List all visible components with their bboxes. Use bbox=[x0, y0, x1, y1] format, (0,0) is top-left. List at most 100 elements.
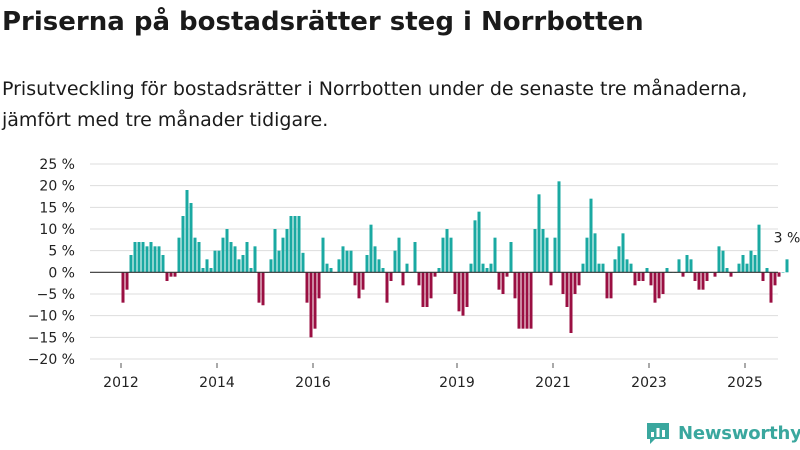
bar bbox=[773, 272, 777, 286]
bar bbox=[505, 272, 509, 277]
bar bbox=[625, 259, 629, 273]
bar bbox=[301, 252, 305, 273]
bar bbox=[465, 272, 469, 307]
bar bbox=[497, 272, 501, 290]
bar bbox=[345, 250, 349, 273]
bar bbox=[705, 272, 709, 281]
last-value-annotation: 3 % bbox=[774, 230, 800, 246]
bar bbox=[269, 259, 273, 273]
bar bbox=[721, 250, 725, 273]
bar bbox=[429, 272, 433, 299]
bar bbox=[565, 272, 569, 307]
bar bbox=[385, 272, 389, 303]
bar bbox=[289, 216, 293, 273]
bar bbox=[657, 272, 661, 299]
bar bbox=[621, 233, 625, 273]
bar bbox=[397, 237, 401, 273]
bar bbox=[693, 272, 697, 281]
bar bbox=[369, 224, 373, 273]
bar bbox=[585, 237, 589, 273]
chart-subtitle: Prisutveckling för bostadsrätter i Norrb… bbox=[2, 78, 748, 131]
bar bbox=[561, 272, 565, 294]
bar bbox=[285, 229, 289, 273]
bar bbox=[213, 250, 217, 273]
bar bbox=[353, 272, 357, 286]
bar bbox=[193, 237, 197, 273]
bar bbox=[609, 272, 613, 299]
bar bbox=[785, 259, 789, 273]
bar bbox=[361, 272, 365, 290]
bar bbox=[485, 268, 489, 273]
x-tick-label: 2012 bbox=[103, 375, 139, 391]
bar bbox=[349, 250, 353, 273]
bar bbox=[237, 259, 241, 273]
x-tick-label: 2023 bbox=[631, 375, 667, 391]
bar bbox=[661, 272, 665, 294]
bar bbox=[717, 246, 721, 273]
bar bbox=[557, 181, 561, 273]
bar bbox=[169, 272, 173, 277]
bar bbox=[373, 246, 377, 273]
bar bbox=[221, 237, 225, 273]
bar bbox=[601, 263, 605, 273]
bar bbox=[389, 272, 393, 281]
bar bbox=[525, 272, 529, 329]
bar bbox=[197, 242, 201, 273]
bar bbox=[233, 246, 237, 273]
bar bbox=[337, 259, 341, 273]
bar bbox=[633, 272, 637, 286]
bar bbox=[577, 272, 581, 286]
bar bbox=[757, 224, 761, 273]
bar bbox=[477, 211, 481, 273]
bar bbox=[437, 268, 441, 273]
bar bbox=[137, 242, 141, 273]
bar bbox=[545, 237, 549, 273]
bar bbox=[421, 272, 425, 307]
y-tick-label: 10 % bbox=[39, 222, 75, 238]
bar bbox=[737, 263, 741, 273]
bar bbox=[405, 263, 409, 273]
bar bbox=[261, 272, 265, 306]
bar bbox=[685, 255, 689, 273]
y-tick-label: 20 % bbox=[39, 179, 75, 195]
axis-labels: 25 % 20 % 15 % 10 % 5 % 0 % −5 % −10 % −15 % −20 … bbox=[28, 157, 800, 391]
x-tick-label: 2014 bbox=[199, 375, 235, 391]
bar bbox=[293, 216, 297, 273]
bar bbox=[209, 268, 213, 273]
x-tick-label: 2021 bbox=[535, 375, 571, 391]
y-tick-label: 15 % bbox=[39, 200, 75, 216]
y-tick-label: −5 % bbox=[37, 287, 75, 303]
chart-title: Priserna på bostadsrätter steg i Norrbot… bbox=[2, 7, 644, 37]
bar bbox=[205, 259, 209, 273]
bar bbox=[273, 229, 277, 273]
bar bbox=[589, 198, 593, 273]
bar bbox=[713, 272, 717, 277]
bar bbox=[241, 255, 245, 273]
bar bbox=[189, 203, 193, 273]
bar bbox=[649, 272, 653, 286]
bar bbox=[481, 263, 485, 273]
bar bbox=[513, 272, 517, 299]
bars bbox=[121, 181, 789, 338]
bar bbox=[185, 190, 189, 273]
bar bbox=[781, 272, 785, 273]
bar bbox=[549, 272, 553, 286]
bar bbox=[489, 263, 493, 273]
bar bbox=[453, 272, 457, 294]
bar bbox=[629, 263, 633, 273]
bar bbox=[777, 272, 781, 277]
bar bbox=[461, 272, 465, 316]
bar bbox=[581, 263, 585, 273]
bar bbox=[469, 263, 473, 273]
bar bbox=[689, 259, 693, 273]
bar bbox=[697, 272, 701, 290]
bar bbox=[553, 237, 557, 273]
bar bbox=[741, 255, 745, 273]
bar bbox=[425, 272, 429, 307]
bar bbox=[177, 237, 181, 273]
bar bbox=[297, 216, 301, 273]
bar bbox=[309, 272, 313, 338]
bar bbox=[605, 272, 609, 299]
bar bbox=[441, 237, 445, 273]
